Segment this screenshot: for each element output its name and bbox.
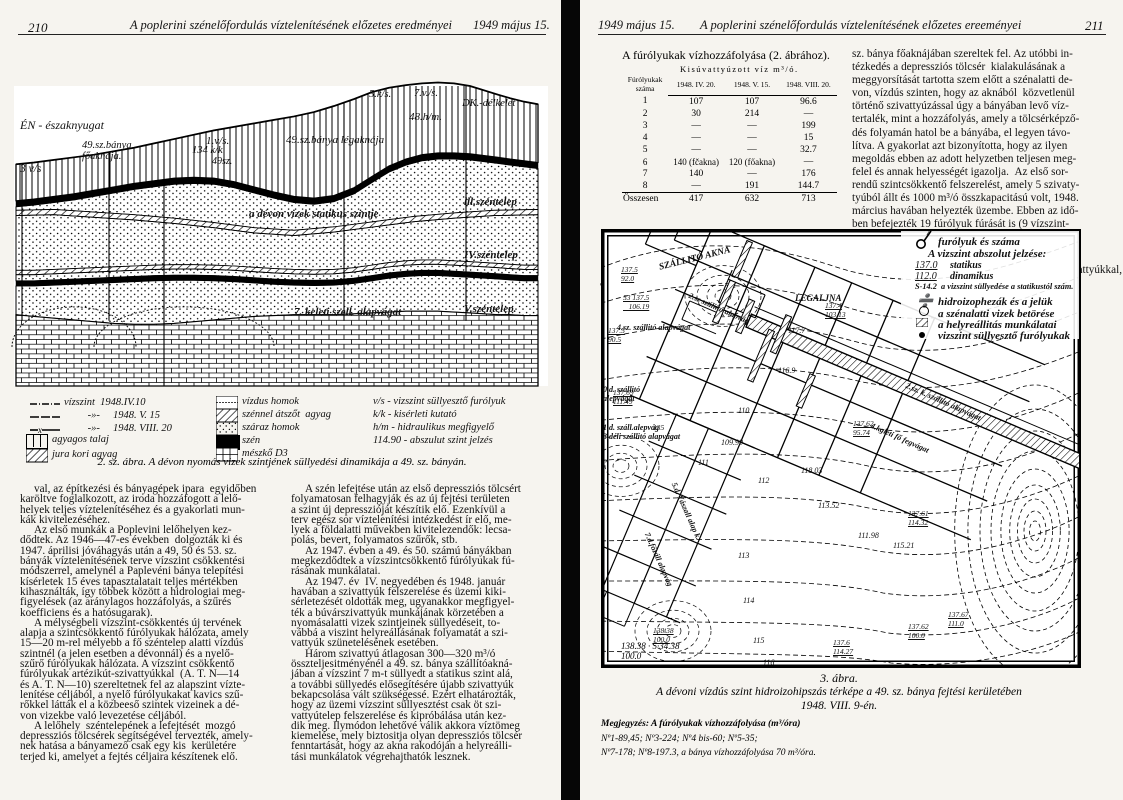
svg-text:7: 7 — [926, 229, 931, 237]
